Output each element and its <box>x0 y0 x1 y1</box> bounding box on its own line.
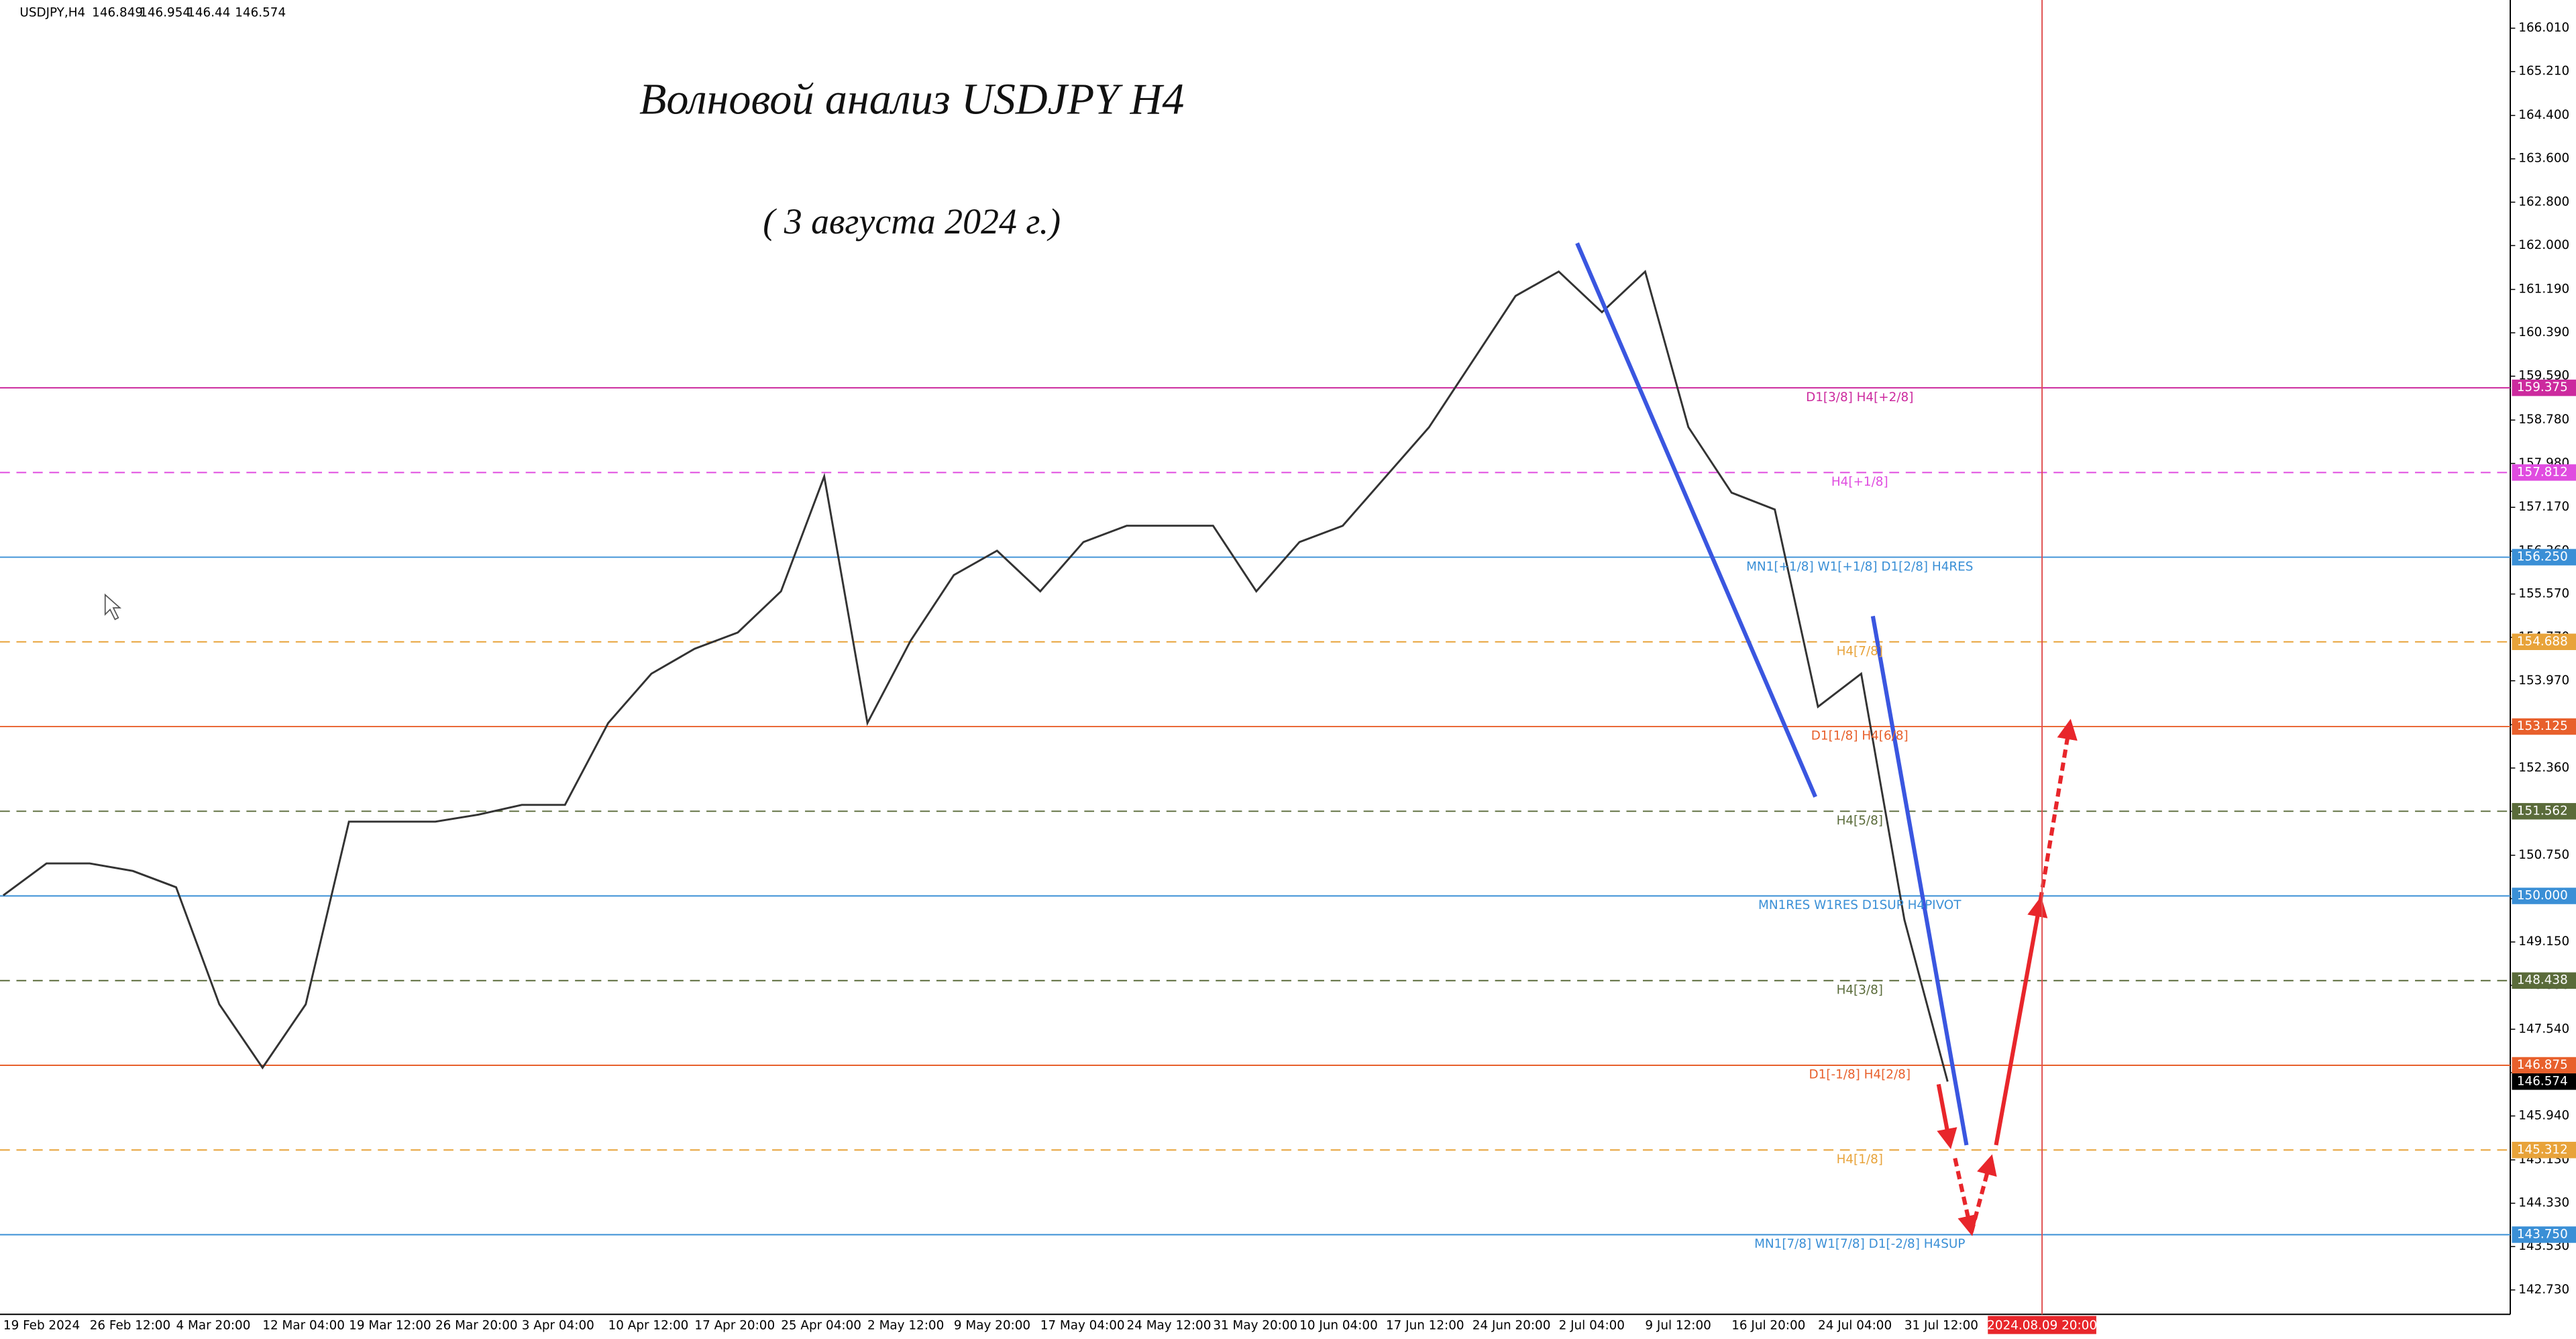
level-price: 151.562 <box>2517 804 2568 818</box>
level-label: MN1[7/8] W1[7/8] D1[-2/8] H4SUP <box>1754 1237 1965 1251</box>
x-tick-label: 25 Apr 04:00 <box>781 1318 861 1332</box>
x-tick-label: 9 May 20:00 <box>954 1318 1030 1332</box>
level-label: H4[7/8] <box>1837 644 1883 658</box>
cursor-time: 2024.08.09 20:00 <box>1987 1318 2097 1332</box>
forecast-arrow <box>1994 896 2048 1146</box>
x-tick-label: 24 Jul 04:00 <box>1818 1318 1892 1332</box>
y-tick-label: 157.170 <box>2518 500 2569 514</box>
level-price-box <box>2512 549 2576 566</box>
x-tick-label: 3 Apr 04:00 <box>522 1318 594 1332</box>
level-price-box <box>2512 803 2576 820</box>
y-tick-label: 159.590 <box>2518 369 2569 383</box>
level-label: D1[3/8] H4[+2/8] <box>1806 390 1913 405</box>
ohlc-low: 146.44 <box>187 6 230 20</box>
x-tick-label: 31 May 20:00 <box>1213 1318 1297 1332</box>
level-price-box <box>2512 888 2576 904</box>
annotations: D1[3/8] H4[+2/8] H4[+1/8] MN1[+1/8] W1[+1/… <box>104 0 2078 1315</box>
level-price: 146.875 <box>2517 1058 2568 1072</box>
level-price: 159.375 <box>2517 380 2568 394</box>
price-line <box>3 270 1949 1082</box>
level-price: 157.812 <box>2517 465 2568 479</box>
level-price-box <box>2512 379 2576 396</box>
y-tick-label: 147.540 <box>2518 1022 2569 1036</box>
trend-line <box>1575 242 1817 798</box>
forecast-arrow <box>1936 1083 1957 1149</box>
x-tick-label: 19 Mar 12:00 <box>349 1318 431 1332</box>
level-price: 143.750 <box>2517 1227 2568 1241</box>
x-tick-label: 17 Jun 12:00 <box>1386 1318 1464 1332</box>
y-tick-label: 153.970 <box>2518 674 2569 688</box>
level-label: D1[1/8] H4[6/8] <box>1811 729 1909 743</box>
level-label: H4[5/8] <box>1837 814 1883 828</box>
x-tick-label: 24 May 12:00 <box>1127 1318 1212 1332</box>
current-price: 146.574 <box>2517 1074 2568 1088</box>
y-tick-label: 165.210 <box>2518 64 2569 78</box>
level-price-box <box>2512 1057 2576 1074</box>
y-tick-label: 164.400 <box>2518 108 2569 122</box>
chart-title: Волновой анализ USDJPY H4 <box>639 74 1184 123</box>
x-tick-label: 10 Apr 12:00 <box>608 1318 689 1332</box>
level-label: H4[+1/8] <box>1831 475 1888 489</box>
level-price: 145.312 <box>2517 1142 2568 1157</box>
level-price: 156.250 <box>2517 550 2568 564</box>
ohlc-high: 146.954 <box>140 6 191 20</box>
x-tick-label: 12 Mar 04:00 <box>262 1318 345 1332</box>
mouse-pointer <box>104 593 122 621</box>
y-tick-label: 142.730 <box>2518 1283 2569 1297</box>
x-tick-label: 24 Jun 20:00 <box>1472 1318 1551 1332</box>
level-price: 150.000 <box>2517 889 2568 903</box>
y-tick-label: 149.150 <box>2518 934 2569 949</box>
level-price-box <box>2512 718 2576 735</box>
level-price-box <box>2512 972 2576 989</box>
x-tick-label: 26 Mar 20:00 <box>435 1318 518 1332</box>
level-price: 154.688 <box>2517 635 2568 649</box>
cursor-time-box <box>1988 1316 2096 1334</box>
level-price: 153.125 <box>2517 719 2568 733</box>
ohlc-open: 146.849 <box>92 6 143 20</box>
level-label: MN1[+1/8] W1[+1/8] D1[2/8] H4RES <box>1746 559 1973 574</box>
y-tick-label: 162.800 <box>2518 195 2569 209</box>
x-tick-label: 9 Jul 12:00 <box>1645 1318 1711 1332</box>
x-tick-label: 2 Jul 04:00 <box>1559 1318 1625 1332</box>
chart-subtitle: ( 3 августа 2024 г.) <box>763 201 1061 242</box>
y-tick-label: 161.190 <box>2518 282 2569 296</box>
level-price-box <box>2512 1226 2576 1243</box>
current-price-box <box>2512 1073 2576 1090</box>
level-price-box <box>2512 633 2576 651</box>
ohlc-close: 146.574 <box>235 6 286 20</box>
level-price-box <box>2512 1142 2576 1159</box>
trend-line <box>1870 615 1969 1146</box>
y-tick-label: 155.570 <box>2518 587 2569 601</box>
x-tick-label: 10 Jun 04:00 <box>1299 1318 1378 1332</box>
y-tick-label: 144.330 <box>2518 1196 2569 1210</box>
x-tick-label: 31 Jul 12:00 <box>1904 1318 1978 1332</box>
symbol: USDJPY,H4 <box>19 6 85 20</box>
y-tick-label: 145.940 <box>2518 1109 2569 1123</box>
level-price-box <box>2512 464 2576 481</box>
x-tick-label: 4 Mar 20:00 <box>176 1318 251 1332</box>
y-tick-label: 152.360 <box>2518 761 2569 775</box>
level-price: 148.438 <box>2517 973 2568 987</box>
level-label: H4[3/8] <box>1837 983 1883 997</box>
level-label: MN1RES W1RES D1SUP H4PIVOT <box>1758 898 1962 912</box>
x-tick-label: 16 Jul 20:00 <box>1731 1318 1805 1332</box>
level-label: H4[1/8] <box>1837 1153 1883 1167</box>
y-tick-label: 158.780 <box>2518 413 2569 427</box>
y-tick-label: 150.750 <box>2518 848 2569 862</box>
y-tick-label: 160.390 <box>2518 325 2569 339</box>
x-tick-label: 17 Apr 20:00 <box>694 1318 775 1332</box>
y-tick-label: 166.010 <box>2518 21 2569 35</box>
x-tick-label: 26 Feb 12:00 <box>90 1318 170 1332</box>
x-tick-label: 17 May 04:00 <box>1040 1318 1125 1332</box>
y-tick-label: 163.600 <box>2518 152 2569 166</box>
y-tick-label: 162.000 <box>2518 238 2569 252</box>
level-label: D1[-1/8] H4[2/8] <box>1809 1068 1911 1082</box>
forecast-arrow <box>2038 718 2078 901</box>
x-tick-label: 19 Feb 2024 <box>3 1318 80 1332</box>
x-tick-label: 2 May 12:00 <box>867 1318 944 1332</box>
